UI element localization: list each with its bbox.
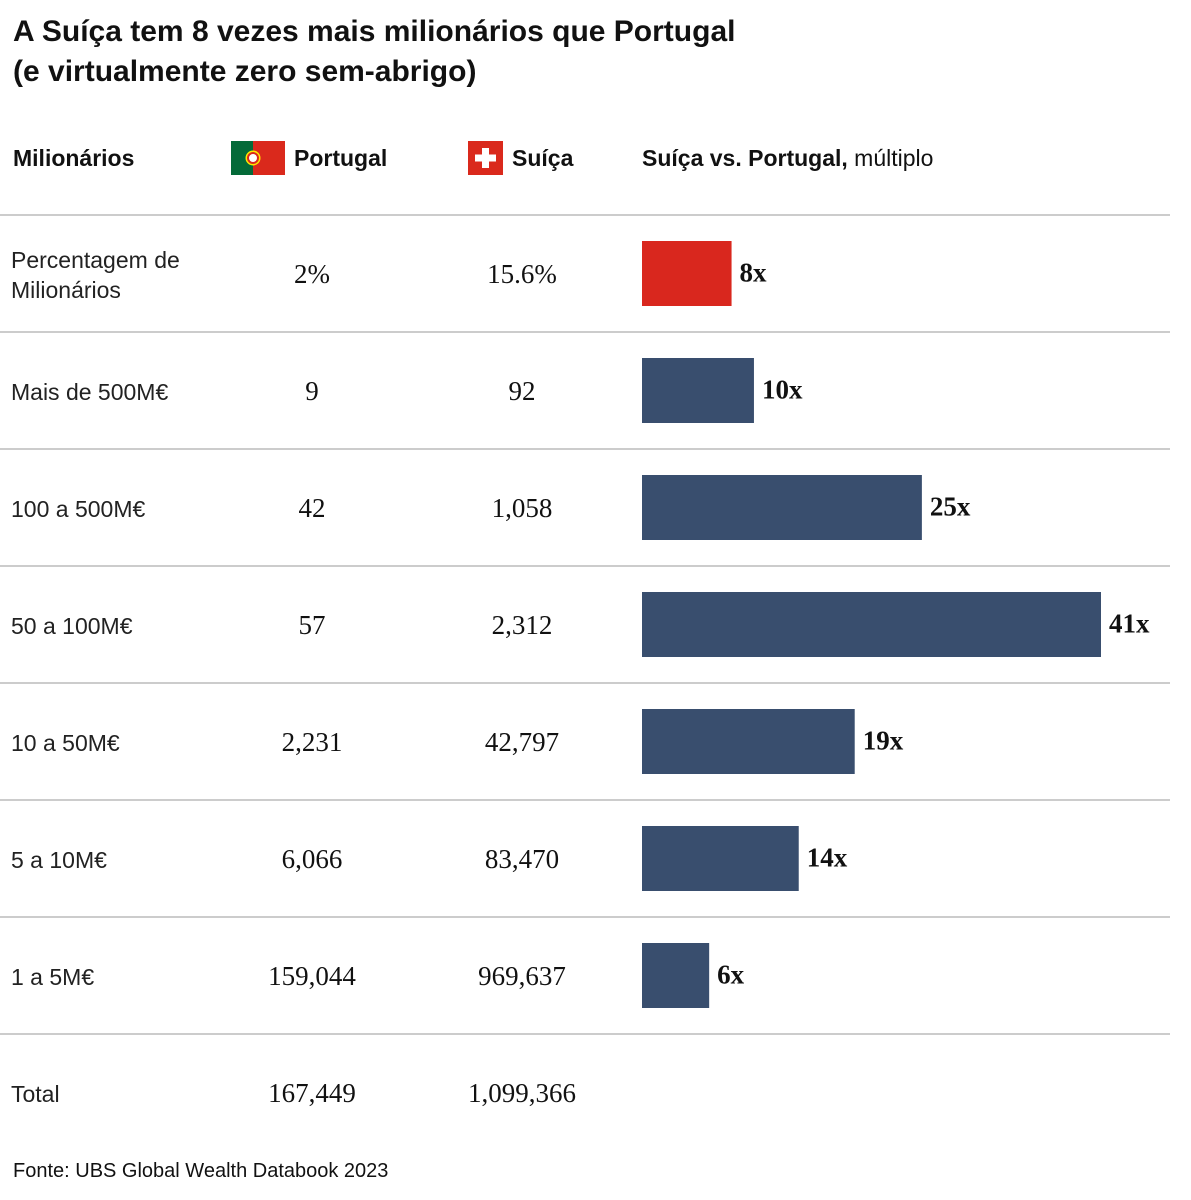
row-label: 100 a 500M€ (11, 495, 146, 522)
suica-value: 969,637 (478, 960, 566, 991)
row-divider (0, 331, 1170, 333)
row-label: Mais de 500M€ (11, 378, 169, 405)
bar-4 (642, 709, 855, 774)
header-chart-bold: Suíça vs. Portugal, (642, 144, 848, 171)
header-suica: Suíça (468, 140, 573, 176)
suica-value: 92 (508, 375, 536, 406)
bar-6 (642, 943, 710, 1008)
row-divider (0, 214, 1170, 216)
portugal-value: 9 (305, 375, 319, 406)
source-note: Fonte: UBS Global Wealth Databook 2023 (13, 1160, 389, 1182)
title-line-1: A Suíça tem 8 vezes mais milionários que… (13, 15, 736, 48)
row-divider (0, 1033, 1170, 1035)
header-category-label: Milionários (13, 144, 135, 171)
suica-value: 83,470 (484, 843, 560, 874)
header-chart: Suíça vs. Portugal, múltiplo (642, 140, 933, 176)
header-portugal: Portugal (231, 140, 387, 176)
total-portugal: 167,449 (268, 1077, 356, 1108)
portugal-value: 2% (294, 258, 330, 289)
bar-value-label: 14x (807, 843, 848, 873)
row-label: 1 a 5M€ (11, 963, 95, 990)
row-label: 50 a 100M€ (11, 612, 133, 639)
suica-value: 15.6% (487, 258, 557, 289)
bar-value-label: 6x (717, 960, 745, 990)
bar-0 (642, 241, 732, 306)
suica-value: 1,058 (491, 492, 553, 523)
header-suica-label: Suíça (512, 144, 574, 171)
portugal-flag-icon (231, 141, 285, 175)
header-chart-normal: múltiplo (847, 144, 934, 171)
portugal-value: 6,066 (281, 843, 343, 874)
row-divider (0, 799, 1170, 801)
row-label: 10 a 50M€ (11, 729, 120, 756)
portugal-value: 42 (298, 492, 326, 523)
bar-value-label: 10x (762, 375, 803, 405)
row-divider (0, 565, 1170, 567)
bar-value-label: 25x (930, 492, 971, 522)
total-label: Total (11, 1080, 60, 1107)
row-divider (0, 682, 1170, 684)
suica-value: 42,797 (484, 726, 560, 757)
chart-title: A Suíça tem 8 vezes mais milionários que… (13, 12, 1113, 92)
portugal-value: 57 (298, 609, 326, 640)
portugal-value: 2,231 (281, 726, 343, 757)
row-label: 5 a 10M€ (11, 846, 107, 873)
bar-5 (642, 826, 799, 891)
total-suica: 1,099,366 (468, 1077, 576, 1108)
title-line-2: (e virtualmente zero sem-abrigo) (13, 55, 477, 88)
bar-value-label: 8x (740, 258, 768, 288)
header-category: Milionários (13, 140, 134, 176)
bar-1 (642, 358, 754, 423)
bar-2 (642, 475, 922, 540)
bar-value-label: 41x (1109, 609, 1150, 639)
header-portugal-label: Portugal (294, 144, 388, 171)
switzerland-flag-icon (468, 141, 503, 175)
row-divider (0, 916, 1170, 918)
suica-value: 2,312 (491, 609, 553, 640)
row-divider (0, 448, 1170, 450)
row-label: Percentagem de Milionários (11, 246, 180, 303)
bar-value-label: 19x (863, 726, 904, 756)
bar-3 (642, 592, 1101, 657)
portugal-value: 159,044 (268, 960, 356, 991)
